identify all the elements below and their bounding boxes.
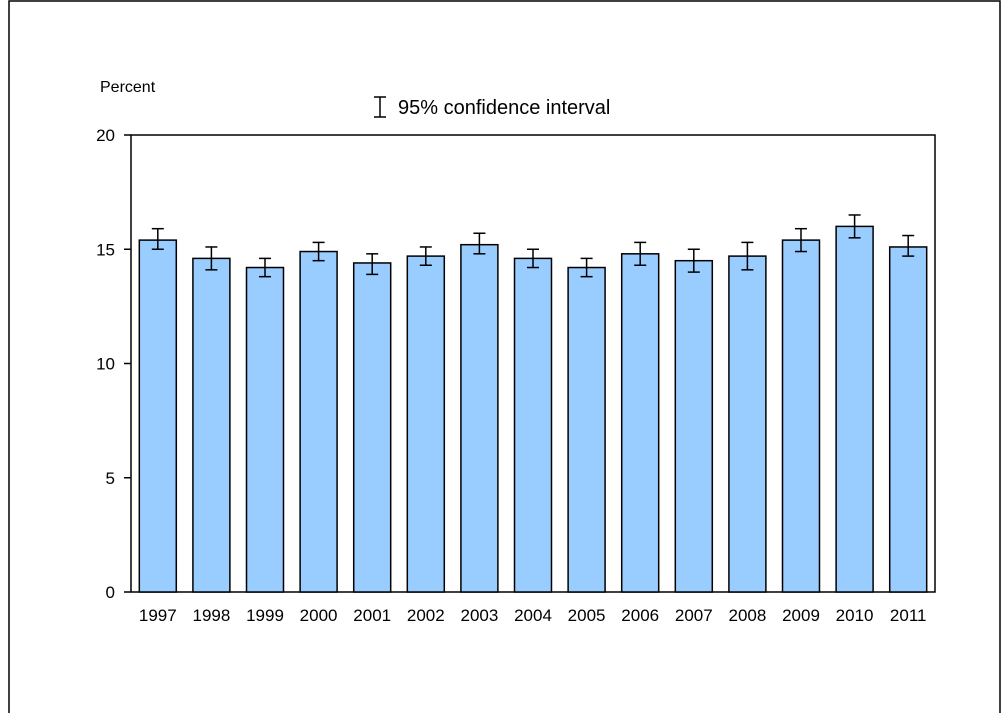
error-bar-1999: [259, 257, 271, 278]
error-bar-2006: [634, 241, 647, 266]
x-tick-label-2002: 2002: [407, 606, 445, 625]
bar-1998: [192, 257, 231, 593]
bars: [138, 225, 928, 593]
y-tick-label: 10: [96, 355, 115, 374]
bar-2009: [781, 239, 821, 593]
error-bar-2011: [902, 234, 915, 257]
error-bar-2008: [741, 241, 754, 271]
error-bar-2000: [312, 241, 325, 262]
bar-2007: [674, 259, 714, 593]
bar-2008: [728, 255, 767, 593]
bar-2000: [299, 250, 338, 593]
figure-border: [8, 0, 1001, 713]
y-tick-label: 15: [96, 240, 115, 259]
legend-label: 95% confidence interval: [398, 97, 610, 119]
x-tick-label-2007: 2007: [675, 606, 713, 625]
error-bar-2009: [795, 227, 807, 253]
x-tick-label-2000: 2000: [300, 606, 338, 625]
bar-2004: [513, 257, 553, 593]
bar-2002: [406, 255, 446, 593]
x-tick-label-2001: 2001: [353, 606, 391, 625]
x-tick-label-2005: 2005: [568, 606, 606, 625]
error-bar-2005: [580, 257, 593, 278]
error-bar-2001: [366, 253, 379, 276]
error-bar-1997: [151, 227, 164, 250]
x-tick-label-1999: 1999: [246, 606, 284, 625]
bar-2006: [620, 253, 660, 593]
x-tick-label-1997: 1997: [139, 606, 177, 625]
legend-errorbar-icon: [374, 96, 386, 118]
error-bar-2002: [419, 246, 432, 266]
error-bars: [151, 214, 915, 278]
y-axis-label: Percent: [100, 79, 156, 96]
x-axis: 1997 1998 1999 2000 2001 2002 2003 2004 2005 2006…: [139, 606, 927, 625]
legend: 95% confidence interval: [374, 96, 610, 119]
bar-2001: [352, 262, 392, 593]
error-bar-2003: [473, 232, 486, 255]
x-tick-label-2008: 2008: [728, 606, 766, 625]
x-tick-label-1998: 1998: [192, 606, 230, 625]
y-tick-label: 20: [96, 126, 115, 145]
x-tick-label-2006: 2006: [621, 606, 659, 625]
bar-2010: [835, 225, 874, 593]
bar-1999: [245, 266, 285, 593]
bar-2003: [460, 243, 499, 593]
error-bar-2007: [687, 248, 700, 273]
error-bar-2004: [527, 248, 539, 269]
y-tick-label: 0: [106, 583, 115, 602]
error-bar-1998: [205, 246, 218, 271]
x-tick-label-2011: 2011: [890, 606, 927, 625]
bar-1997: [138, 239, 178, 593]
error-bar-2010: [848, 214, 861, 239]
y-tick-label: 5: [106, 469, 115, 488]
x-tick-label-2003: 2003: [460, 606, 498, 625]
bar-2005: [567, 266, 606, 593]
x-tick-label-2004: 2004: [514, 606, 552, 625]
bar-2011: [888, 246, 928, 593]
y-axis: 0 5 10 15 20: [96, 126, 131, 602]
x-tick-label-2010: 2010: [836, 606, 874, 625]
x-tick-label-2009: 2009: [782, 606, 820, 625]
